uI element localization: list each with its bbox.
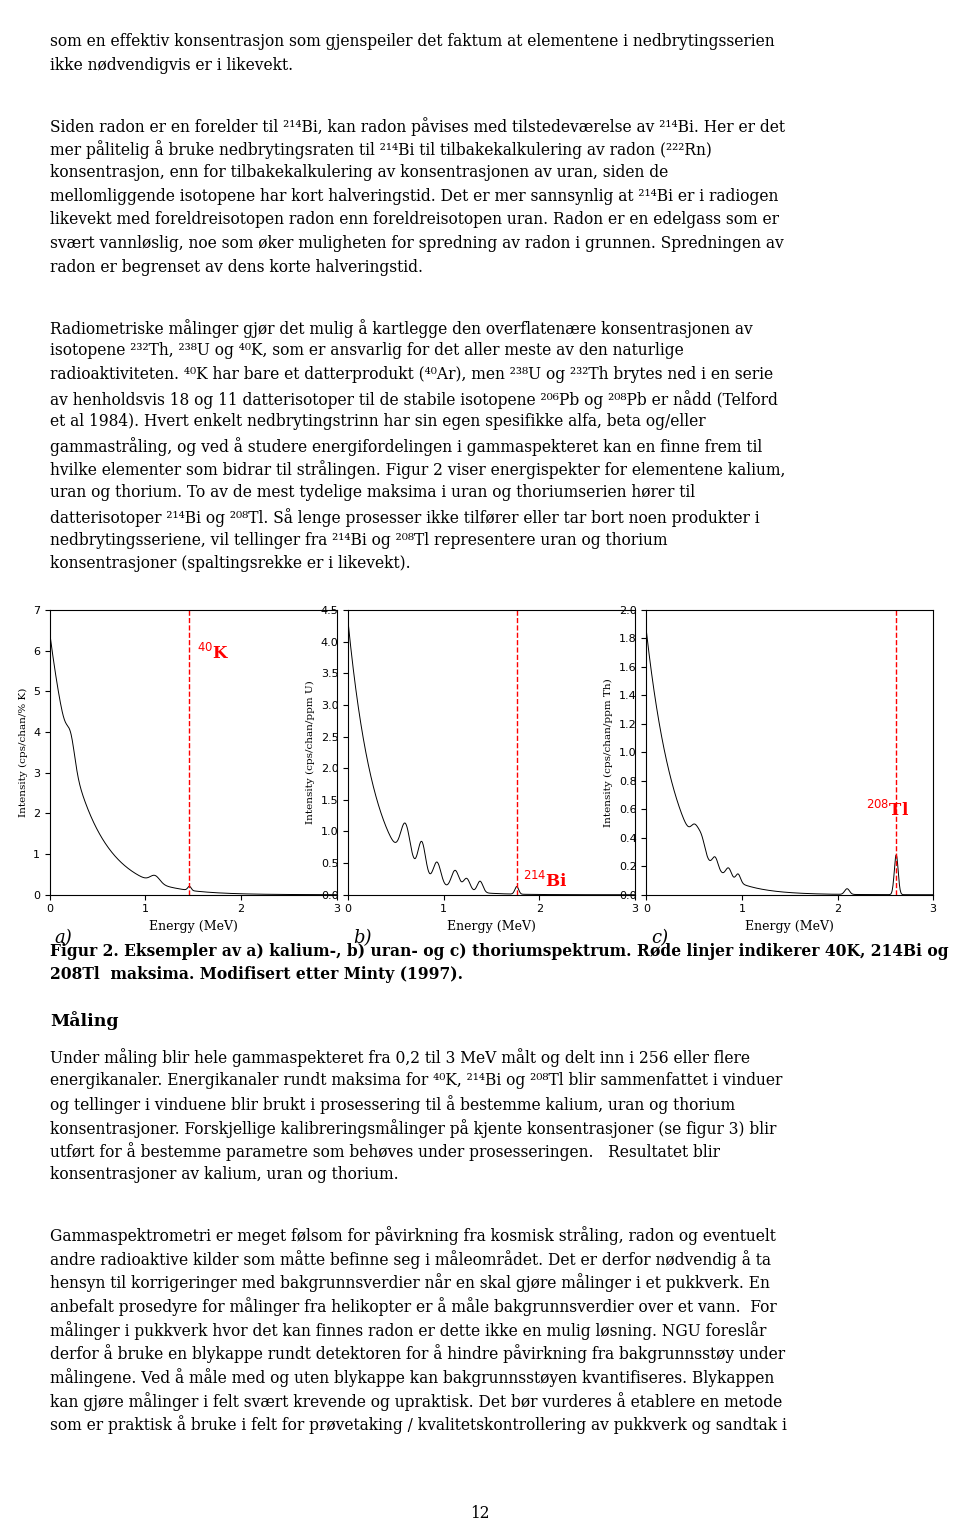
Text: ikke nødvendigvis er i likevekt.: ikke nødvendigvis er i likevekt. [50, 57, 293, 74]
Y-axis label: Intensity (cps/chan/% K): Intensity (cps/chan/% K) [18, 688, 28, 817]
Text: et al 1984). Hvert enkelt nedbrytingstrinn har sin egen spesifikke alfa, beta og: et al 1984). Hvert enkelt nedbrytingstri… [50, 414, 706, 431]
Text: Måling: Måling [50, 1011, 118, 1030]
Text: som en effektiv konsentrasjon som gjenspeiler det faktum at elementene i nedbryt: som en effektiv konsentrasjon som gjensp… [50, 32, 775, 51]
Text: 208Tl  maksima. Modifisert etter Minty (1997).: 208Tl maksima. Modifisert etter Minty (1… [50, 966, 463, 983]
Text: $^{40}$K: $^{40}$K [197, 643, 229, 663]
Text: kan gjøre målinger i felt svært krevende og upraktisk. Det bør vurderes å etable: kan gjøre målinger i felt svært krevende… [50, 1391, 782, 1411]
Text: radioaktiviteten. ⁴⁰K har bare et datterprodukt (⁴⁰Ar), men ²³⁸U og ²³²Th brytes: radioaktiviteten. ⁴⁰K har bare et datter… [50, 366, 773, 383]
Text: c): c) [651, 928, 668, 946]
Text: derfor å bruke en blykappe rundt detektoren for å hindre påvirkning fra bakgrunn: derfor å bruke en blykappe rundt detekto… [50, 1345, 785, 1364]
X-axis label: Energy (MeV): Energy (MeV) [149, 920, 238, 933]
Text: a): a) [55, 928, 72, 946]
Text: konsentrasjoner. Forskjellige kalibreringsmålinger på kjente konsentrasjoner (se: konsentrasjoner. Forskjellige kalibrerin… [50, 1119, 777, 1137]
Text: svært vannløslig, noe som øker muligheten for spredning av radon i grunnen. Spre: svært vannløslig, noe som øker mulighete… [50, 235, 783, 252]
Text: og tellinger i vinduene blir brukt i prosessering til å bestemme kalium, uran og: og tellinger i vinduene blir brukt i pro… [50, 1096, 735, 1114]
Y-axis label: Intensity (cps/chan/ppm Th): Intensity (cps/chan/ppm Th) [604, 679, 613, 826]
Text: uran og thorium. To av de mest tydelige maksima i uran og thoriumserien hører ti: uran og thorium. To av de mest tydelige … [50, 485, 695, 502]
Text: mellomliggende isotopene har kort halveringstid. Det er mer sannsynlig at ²¹⁴Bi : mellomliggende isotopene har kort halver… [50, 188, 779, 205]
Text: radon er begrenset av dens korte halveringstid.: radon er begrenset av dens korte halveri… [50, 259, 423, 275]
Text: målinger i pukkverk hvor det kan finnes radon er dette ikke en mulig løsning. NG: målinger i pukkverk hvor det kan finnes … [50, 1320, 766, 1340]
Text: av henholdsvis 18 og 11 datterisotoper til de stabile isotopene ²⁰⁶Pb og ²⁰⁸Pb e: av henholdsvis 18 og 11 datterisotoper t… [50, 389, 778, 408]
Text: Radiometriske målinger gjør det mulig å kartlegge den overflatenære konsentrasjo: Radiometriske målinger gjør det mulig å … [50, 319, 753, 337]
Text: som er praktisk å bruke i felt for prøvetaking / kvalitetskontrollering av pukkv: som er praktisk å bruke i felt for prøve… [50, 1416, 787, 1434]
Text: Figur 2. Eksempler av a) kalium-, b) uran- og c) thoriumspektrum. Røde linjer in: Figur 2. Eksempler av a) kalium-, b) ura… [50, 943, 948, 960]
Text: Under måling blir hele gammaspekteret fra 0,2 til 3 MeV målt og delt inn i 256 e: Under måling blir hele gammaspekteret fr… [50, 1048, 750, 1067]
Text: Gammaspektrometri er meget følsom for påvirkning fra kosmisk stråling, radon og : Gammaspektrometri er meget følsom for på… [50, 1227, 776, 1245]
Text: isotopene ²³²Th, ²³⁸U og ⁴⁰K, som er ansvarlig for det aller meste av den naturl: isotopene ²³²Th, ²³⁸U og ⁴⁰K, som er ans… [50, 342, 684, 360]
Text: utført for å bestemme parametre som behøves under prosesseringen.   Resultatet b: utført for å bestemme parametre som behø… [50, 1142, 720, 1162]
Text: anbefalt prosedyre for målinger fra helikopter er å måle bakgrunnsverdier over e: anbefalt prosedyre for målinger fra heli… [50, 1297, 777, 1316]
Text: gammastråling, og ved å studere energifordelingen i gammaspekteret kan en finne : gammastråling, og ved å studere energifo… [50, 437, 762, 456]
Y-axis label: Intensity (cps/chan/ppm U): Intensity (cps/chan/ppm U) [306, 680, 315, 825]
Text: 12: 12 [470, 1505, 490, 1522]
Text: b): b) [353, 928, 372, 946]
Text: energikanaler. Energikanaler rundt maksima for ⁴⁰K, ²¹⁴Bi og ²⁰⁸Tl blir sammenfa: energikanaler. Energikanaler rundt maksi… [50, 1071, 782, 1088]
X-axis label: Energy (MeV): Energy (MeV) [745, 920, 834, 933]
Text: konsentrasjoner av kalium, uran og thorium.: konsentrasjoner av kalium, uran og thori… [50, 1167, 398, 1183]
Text: $^{208}$Tl: $^{208}$Tl [866, 800, 909, 820]
Text: hvilke elementer som bidrar til strålingen. Figur 2 viser energispekter for elem: hvilke elementer som bidrar til stråling… [50, 460, 785, 480]
Text: mer pålitelig å bruke nedbrytingsraten til ²¹⁴Bi til tilbakekalkulering av radon: mer pålitelig å bruke nedbrytingsraten t… [50, 140, 711, 160]
Text: konsentrasjoner (spaltingsrekke er i likevekt).: konsentrasjoner (spaltingsrekke er i lik… [50, 556, 411, 573]
Text: andre radioaktive kilder som måtte befinne seg i måleområdet. Det er derfor nødv: andre radioaktive kilder som måtte befin… [50, 1250, 771, 1268]
Text: målingene. Ved å måle med og uten blykappe kan bakgrunnsstøyen kvantifiseres. Bl: målingene. Ved å måle med og uten blykap… [50, 1368, 774, 1387]
Text: nedbrytingsseriene, vil tellinger fra ²¹⁴Bi og ²⁰⁸Tl representere uran og thoriu: nedbrytingsseriene, vil tellinger fra ²¹… [50, 531, 667, 548]
Text: datterisotoper ²¹⁴Bi og ²⁰⁸Tl. Så lenge prosesser ikke tilfører eller tar bort n: datterisotoper ²¹⁴Bi og ²⁰⁸Tl. Så lenge … [50, 508, 759, 526]
Text: hensyn til korrigeringer med bakgrunnsverdier når en skal gjøre målinger i et pu: hensyn til korrigeringer med bakgrunnsve… [50, 1274, 770, 1293]
Text: Siden radon er en forelder til ²¹⁴Bi, kan radon påvises med tilstedeværelse av ²: Siden radon er en forelder til ²¹⁴Bi, ka… [50, 117, 785, 135]
Text: konsentrasjon, enn for tilbakekalkulering av konsentrasjonen av uran, siden de: konsentrasjon, enn for tilbakekalkulerin… [50, 165, 668, 182]
X-axis label: Energy (MeV): Energy (MeV) [447, 920, 536, 933]
Text: likevekt med foreldreisotopen radon enn foreldreisotopen uran. Radon er en edelg: likevekt med foreldreisotopen radon enn … [50, 211, 779, 228]
Text: $^{214}$Bi: $^{214}$Bi [523, 871, 568, 891]
